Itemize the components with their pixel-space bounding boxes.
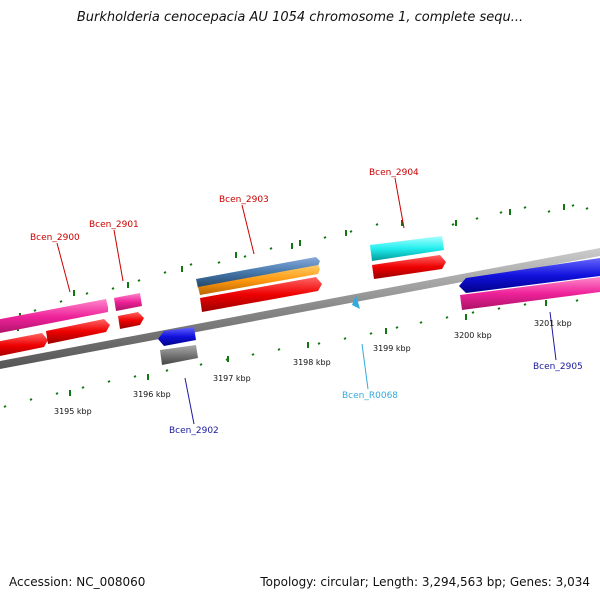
gene-bcen-2905-arrow[interactable] <box>459 258 600 293</box>
scale-label-3195: 3195 kbp <box>54 407 92 416</box>
gene-bcen-2902-gray-box[interactable] <box>160 345 198 365</box>
gene-bcen-2901-cds-arrow[interactable] <box>118 312 144 329</box>
inner-tick-track <box>3 299 579 408</box>
gene-bcen-2901-arrow[interactable] <box>114 293 142 311</box>
gene-bcen-2905-pink-box[interactable] <box>460 277 600 310</box>
gene-label-bcen-2904[interactable]: Bcen_2904 <box>369 168 419 178</box>
gene-bcen-2900-cds-arrow[interactable] <box>0 333 48 358</box>
gene-bcen-2903-cds-arrow[interactable] <box>200 277 322 312</box>
scale-label-3196: 3196 kbp <box>133 390 171 399</box>
gene-bcen-2900-arrow[interactable] <box>0 299 108 335</box>
gene-label-bcen-r0068[interactable]: Bcen_R0068 <box>342 391 398 401</box>
gene-bcen-r0068-marker[interactable] <box>352 295 360 309</box>
gene-label-bcen-2900[interactable]: Bcen_2900 <box>30 233 80 243</box>
callout-lines <box>56 177 557 425</box>
gene-bcen-2904-arrow[interactable] <box>370 236 444 261</box>
scale-label-3201: 3201 kbp <box>534 319 572 328</box>
scale-label-3200: 3200 kbp <box>454 331 492 340</box>
topology-info: Topology: circular; Length: 3,294,563 bp… <box>260 575 590 589</box>
gene-bcen-2904-cds-arrow[interactable] <box>372 255 446 279</box>
scale-label-3199: 3199 kbp <box>373 344 411 353</box>
gene-label-bcen-2902[interactable]: Bcen_2902 <box>169 426 219 436</box>
gene-bcen-2902-arrow[interactable] <box>158 327 196 346</box>
chromosome-backbone <box>0 248 600 369</box>
gene-label-bcen-2901[interactable]: Bcen_2901 <box>89 220 139 230</box>
gene-bcen-2903-orange-arrow[interactable] <box>198 265 320 295</box>
map-title: Burkholderia cenocepacia AU 1054 chromos… <box>76 10 524 25</box>
gene-label-bcen-2905[interactable]: Bcen_2905 <box>533 362 583 372</box>
gene-label-bcen-2903[interactable]: Bcen_2903 <box>219 195 269 205</box>
gene-cds-arrow-2[interactable] <box>46 319 110 344</box>
gene-bcen-2903-steel-arrow[interactable] <box>196 257 320 288</box>
scale-label-3198: 3198 kbp <box>293 358 331 367</box>
accession-info: Accession: NC_008060 <box>9 575 146 589</box>
scale-label-3197: 3197 kbp <box>213 374 251 383</box>
